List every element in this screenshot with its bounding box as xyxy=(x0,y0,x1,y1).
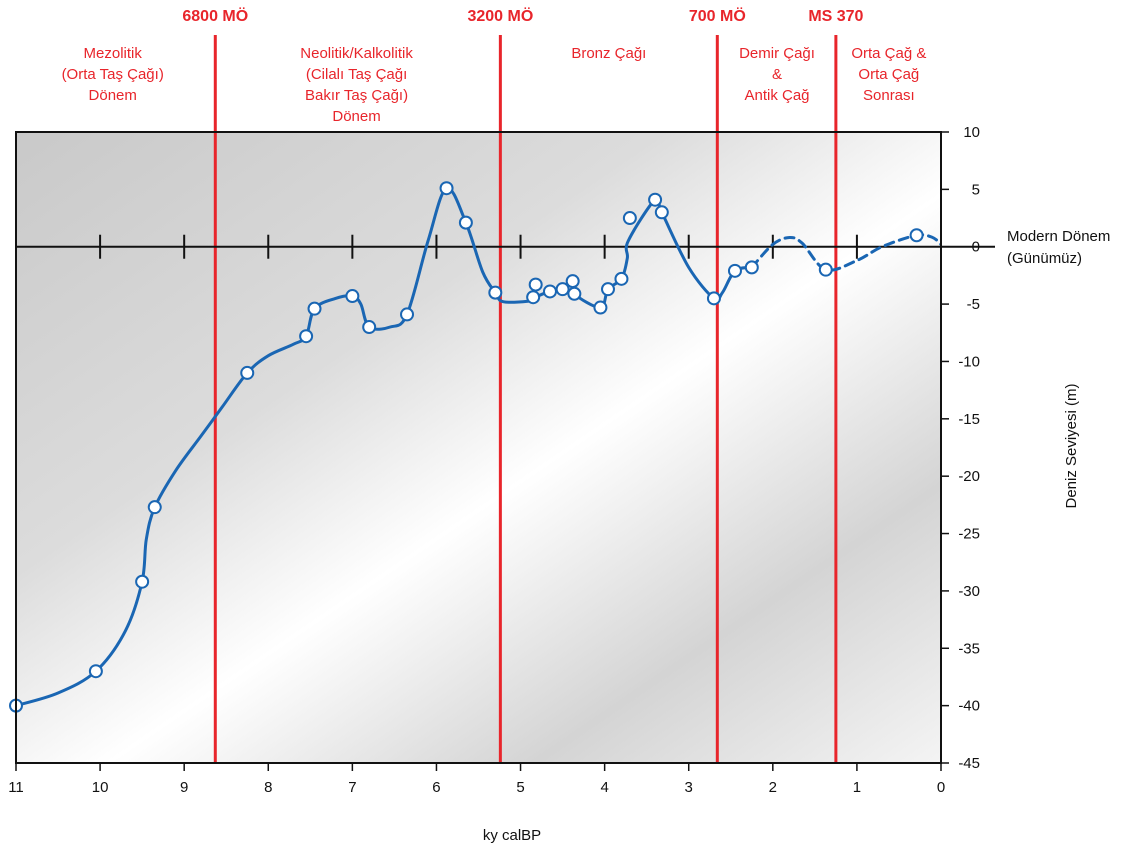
data-point xyxy=(147,500,162,515)
data-point xyxy=(526,290,541,305)
period-label-line: Neolitik/Kalkolitik xyxy=(300,45,413,62)
period-label-line: Dönem xyxy=(89,87,137,104)
data-point xyxy=(299,329,314,344)
data-point xyxy=(135,574,150,589)
period-label-line: Orta Çağ & xyxy=(851,45,926,62)
data-point xyxy=(400,307,415,322)
data-point xyxy=(601,282,615,297)
data-point xyxy=(542,284,557,299)
data-point xyxy=(567,286,582,301)
y-tick-label: 5 xyxy=(972,181,980,198)
x-tick-label: 1 xyxy=(853,779,861,796)
data-point xyxy=(593,300,608,315)
x-tick-label: 0 xyxy=(937,779,945,796)
period-label-line: Demir Çağı xyxy=(739,45,815,62)
y-tick-label: -15 xyxy=(958,411,980,428)
data-point xyxy=(458,215,473,230)
data-point xyxy=(909,228,924,243)
period-label-line: Dönem xyxy=(332,108,380,125)
x-axis-title: ky calBP xyxy=(483,827,541,844)
y-axis-title: Deniz Seviyesi (m) xyxy=(1063,383,1080,508)
period-label-line: (Cilalı Taş Çağı xyxy=(306,66,407,83)
reference-line-sublabel: (Günümüz) xyxy=(1007,250,1082,267)
period-label-line: Sonrası xyxy=(863,87,915,104)
data-point xyxy=(345,289,360,304)
y-tick-label: -30 xyxy=(958,583,980,600)
x-tick-label: 2 xyxy=(769,779,777,796)
data-point xyxy=(565,274,580,289)
period-label-line: Orta Çağ xyxy=(858,66,919,83)
data-point xyxy=(614,271,629,286)
data-point xyxy=(727,263,742,278)
divider-label: 6800 MÖ xyxy=(182,6,248,25)
reference-line-label: Modern Dönem xyxy=(1007,228,1110,245)
data-point xyxy=(706,291,721,306)
y-axis: 10 5 0 -5 -10 -15 -20 -25 -30 -35 -40 -45 xyxy=(941,124,980,772)
period-label-line: Bakır Taş Çağı) xyxy=(305,87,408,104)
data-point xyxy=(622,211,637,226)
data-point xyxy=(744,260,759,275)
data-point xyxy=(88,664,103,679)
y-tick-label: 10 xyxy=(963,124,980,141)
x-tick-label: 5 xyxy=(516,779,524,796)
y-tick-label: -40 xyxy=(958,698,980,715)
y-tick-label: -5 xyxy=(967,296,980,313)
x-axis: 11 10 9 8 7 6 5 4 3 2 1 0 xyxy=(8,763,945,796)
data-point xyxy=(307,301,322,316)
divider-label: MS 370 xyxy=(808,8,863,25)
period-label-line: Bronz Çağı xyxy=(571,45,646,62)
divider-label: 700 MÖ xyxy=(689,6,746,25)
period-labels: Mezolitik (Orta Taş Çağı) Dönem Neolitik/Ka… xyxy=(62,45,927,125)
divider-label: 3200 MÖ xyxy=(467,6,533,25)
data-point xyxy=(648,192,663,207)
x-tick-label: 6 xyxy=(432,779,440,796)
period-label-line: Mezolitik xyxy=(84,45,143,62)
x-tick-label: 3 xyxy=(685,779,693,796)
data-point xyxy=(818,262,833,277)
x-tick-label: 8 xyxy=(264,779,272,796)
data-point xyxy=(654,205,669,220)
y-tick-label: -35 xyxy=(958,640,980,657)
plot-background xyxy=(16,132,941,763)
y-tick-label: -45 xyxy=(958,755,980,772)
x-tick-label: 10 xyxy=(92,779,109,796)
x-tick-label: 11 xyxy=(8,779,24,796)
y-tick-label: 0 xyxy=(972,239,980,256)
x-tick-label: 7 xyxy=(348,779,356,796)
data-point xyxy=(528,277,543,292)
data-point xyxy=(555,282,570,297)
data-point xyxy=(362,320,377,335)
x-tick-label: 4 xyxy=(600,779,608,796)
period-dividers: 6800 MÖ 3200 MÖ 700 MÖ MS 370 xyxy=(182,6,864,763)
data-point xyxy=(240,365,255,380)
data-point xyxy=(439,181,454,196)
y-tick-label: -20 xyxy=(958,468,980,485)
period-label-line: Antik Çağ xyxy=(744,87,809,104)
y-tick-label: -25 xyxy=(958,526,980,543)
y-tick-label: -10 xyxy=(958,353,980,370)
data-point xyxy=(488,285,503,300)
x-tick-label: 9 xyxy=(180,779,188,796)
plot-frame xyxy=(15,131,942,764)
modern-reference-line xyxy=(16,234,995,259)
period-label-line: (Orta Taş Çağı) xyxy=(62,66,164,83)
period-label-line: & xyxy=(772,66,782,83)
